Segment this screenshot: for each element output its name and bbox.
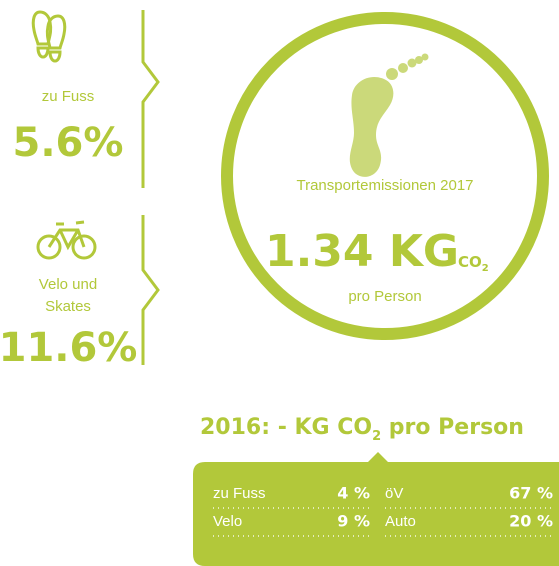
circle-per: pro Person <box>348 288 421 305</box>
ring <box>221 12 549 340</box>
row-label: zu Fuss <box>213 485 266 502</box>
bracket <box>141 215 160 365</box>
row-value: 20 % <box>509 512 553 531</box>
bracket <box>141 10 160 188</box>
row-value: 4 % <box>337 484 370 503</box>
unit-sub: 2 <box>482 263 489 274</box>
row-label: Auto <box>385 513 416 530</box>
circle-title: Transportemissionen 2017 <box>296 177 473 194</box>
dotted-lines <box>213 507 555 537</box>
title-sub: 2 <box>372 429 381 444</box>
bike-icon <box>36 220 97 260</box>
bike-label: Skates <box>45 298 91 315</box>
title-rest: pro Person <box>381 415 524 440</box>
row-label: öV <box>385 485 403 502</box>
row-value: 9 % <box>337 512 370 531</box>
footprint-icon <box>349 53 429 177</box>
title: 2016: - KG CO <box>200 415 372 440</box>
row-label: Velo <box>213 513 242 530</box>
walk-value: 5.6% <box>13 120 124 166</box>
circle-amount: 1.34 KG <box>265 226 459 277</box>
footprints-icon <box>31 10 67 63</box>
bike-value: 11.6% <box>0 325 137 371</box>
comparison-box <box>193 452 559 566</box>
circle-unit: CO2 <box>458 253 489 275</box>
comparison-title: 2016: - KG CO2 pro Person <box>200 415 524 444</box>
bike-label: Velo und <box>39 276 97 293</box>
row-value: 67 % <box>509 484 553 503</box>
walk-label: zu Fuss <box>42 88 95 105</box>
unit: CO <box>458 253 482 271</box>
